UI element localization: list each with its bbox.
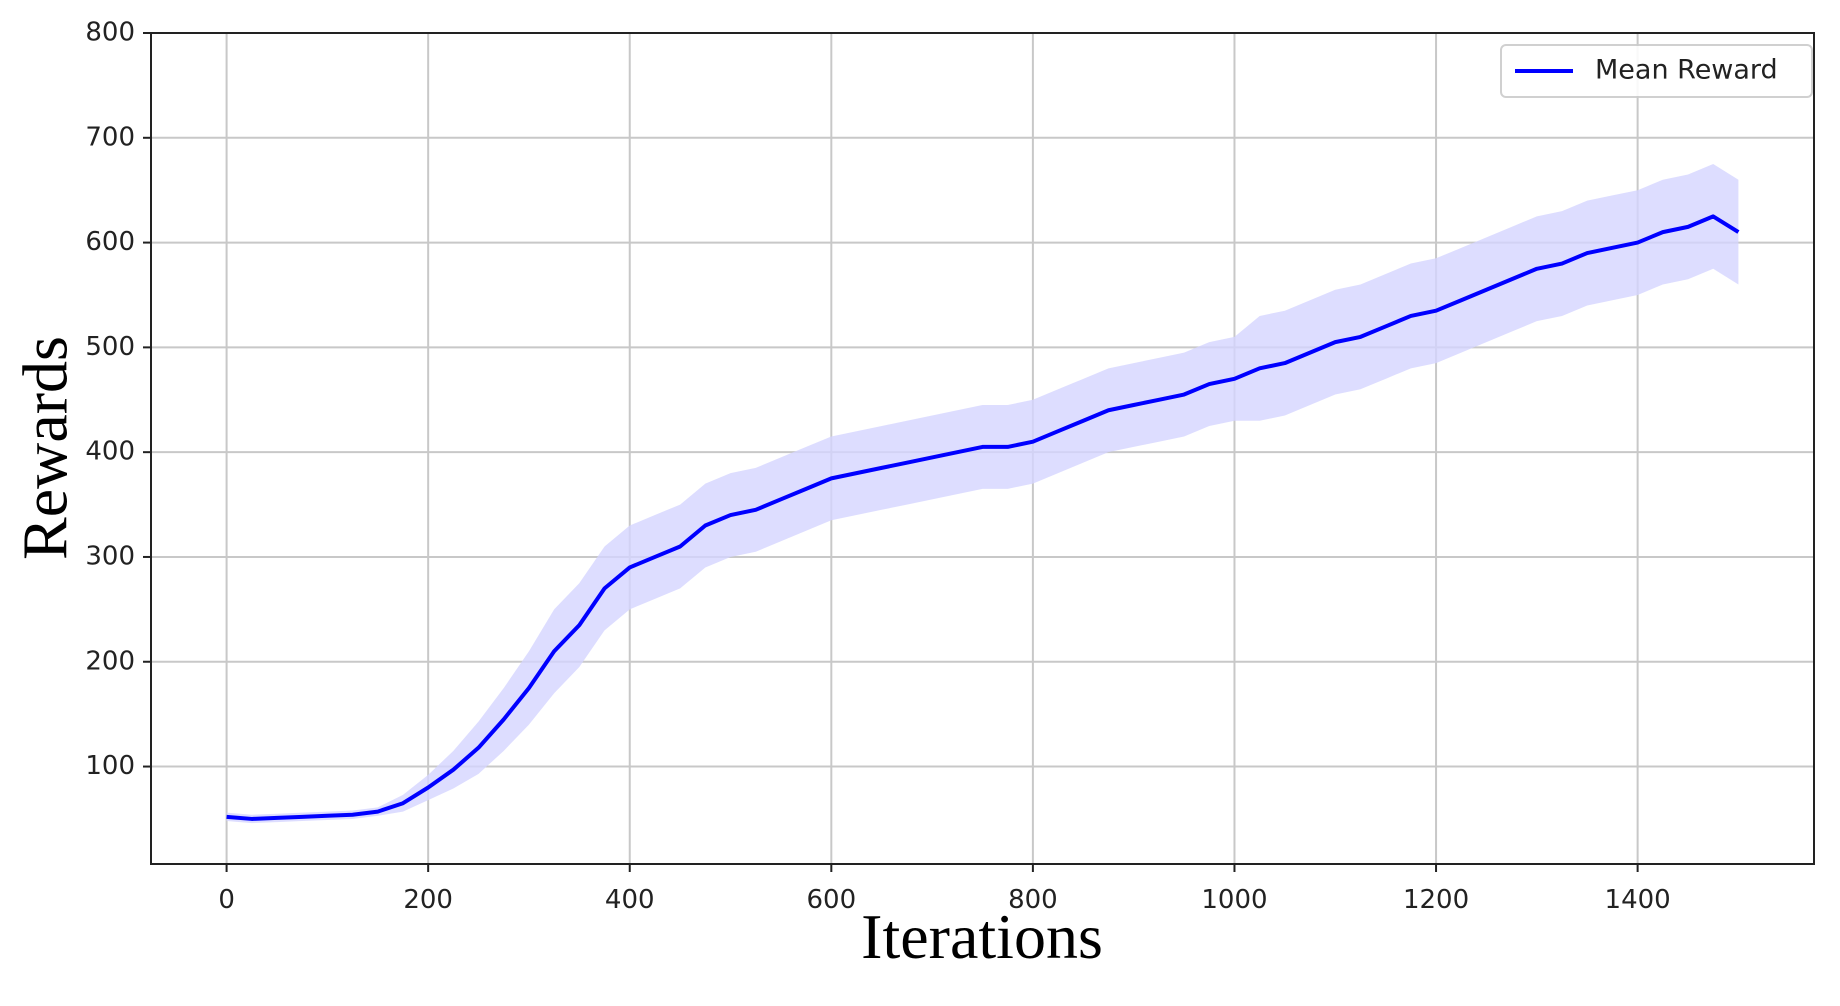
y-tick-label: 100 — [85, 751, 135, 781]
y-tick-label: 600 — [85, 227, 135, 257]
y-tick-label: 400 — [85, 437, 135, 467]
x-tick-label: 400 — [605, 885, 655, 915]
legend-label: Mean Reward — [1595, 55, 1778, 86]
y-axis-title: Rewards — [10, 336, 81, 560]
x-tick-label: 600 — [806, 885, 856, 915]
plot-frame — [150, 32, 1815, 865]
y-tick-label: 500 — [85, 332, 135, 362]
x-axis-title: Iterations — [861, 901, 1103, 972]
x-tick-label: 200 — [403, 885, 453, 915]
x-tick-label: 0 — [218, 885, 235, 915]
y-tick-label: 200 — [85, 646, 135, 676]
x-tick-label: 1000 — [1201, 885, 1267, 915]
legend-box — [1500, 44, 1813, 98]
x-tick-label: 1200 — [1403, 885, 1469, 915]
line — [226, 214, 1740, 821]
y-tick-label: 800 — [85, 18, 135, 48]
x-tick-label: 1400 — [1605, 885, 1671, 915]
y-tick-label: 700 — [85, 122, 135, 152]
band — [226, 163, 1739, 824]
y-tick-label: 300 — [85, 541, 135, 571]
x-tick-label: 800 — [1008, 885, 1058, 915]
